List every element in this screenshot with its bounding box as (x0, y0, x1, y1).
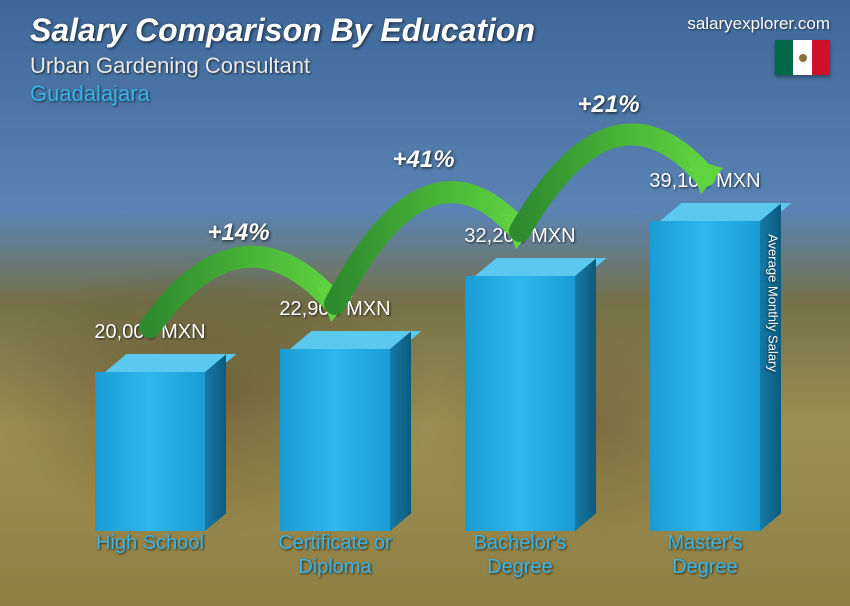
y-axis-label: Average Monthly Salary (766, 234, 781, 372)
header: Salary Comparison By Education Urban Gar… (30, 12, 535, 107)
site-name: salaryexplorer.com (687, 14, 830, 34)
increase-percent: +21% (578, 91, 640, 119)
increase-percent: +41% (393, 146, 455, 174)
bar-group: 20,000 MXNHigh School (70, 372, 230, 586)
bar-group: 39,100 MXNMaster'sDegree (625, 221, 785, 586)
bar-label: Master'sDegree (625, 531, 785, 586)
bar-label: Bachelor'sDegree (440, 531, 600, 586)
chart-title: Salary Comparison By Education (30, 12, 535, 49)
increase-percent: +14% (208, 219, 270, 247)
bar-label: High School (70, 531, 230, 586)
bar-label: Certificate orDiploma (255, 531, 415, 586)
branding: salaryexplorer.com (687, 14, 830, 80)
chart-location: Guadalajara (30, 81, 535, 107)
chart-subtitle: Urban Gardening Consultant (30, 53, 535, 79)
bar-group: 22,900 MXNCertificate orDiploma (255, 349, 415, 586)
bar-chart: 20,000 MXNHigh School22,900 MXNCertifica… (60, 86, 790, 586)
country-flag (775, 40, 830, 75)
